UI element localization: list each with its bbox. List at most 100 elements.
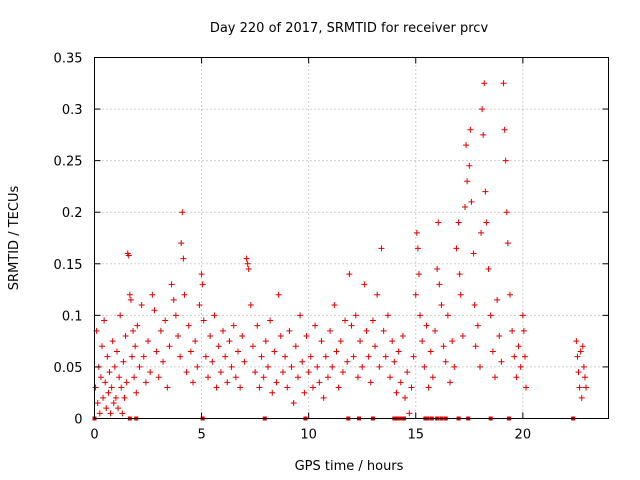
data-point (200, 317, 207, 324)
data-point (382, 353, 389, 360)
data-point (190, 379, 197, 386)
data-point (344, 358, 351, 365)
data-point (389, 338, 396, 345)
data-point (348, 322, 355, 329)
data-point (215, 343, 222, 350)
data-point (138, 302, 145, 309)
data-point (94, 400, 101, 407)
x-tick-label: 0 (90, 428, 98, 443)
plot-frame (94, 57, 609, 419)
data-point (436, 281, 443, 288)
data-point (172, 312, 179, 319)
data-point (305, 369, 312, 376)
data-point (350, 353, 357, 360)
data-point (271, 348, 278, 355)
data-point (244, 260, 251, 267)
data-point (205, 374, 212, 381)
data-point (434, 265, 441, 272)
y-tick-label: 0 (74, 413, 82, 428)
data-point (359, 363, 366, 370)
data-point (120, 358, 127, 365)
data-point (160, 358, 167, 365)
x-tick-label: 5 (197, 428, 205, 443)
data-point (463, 142, 470, 149)
data-point (491, 374, 498, 381)
data-point (361, 281, 368, 288)
data-point (583, 384, 590, 391)
data-point (399, 332, 406, 339)
data-point (404, 369, 411, 376)
data-point (145, 338, 152, 345)
data-point (337, 338, 344, 345)
data-point (111, 363, 118, 370)
data-point (125, 252, 132, 259)
data-point (412, 291, 419, 298)
data-point (179, 209, 186, 216)
data-point (122, 332, 129, 339)
data-point (519, 312, 526, 319)
data-point (118, 384, 125, 391)
data-point (320, 394, 327, 401)
data-point (151, 307, 158, 314)
data-point (419, 338, 426, 345)
grid-lines (94, 57, 609, 419)
data-point (517, 363, 524, 370)
data-point (477, 363, 483, 370)
data-point (217, 369, 224, 376)
data-point (226, 338, 233, 345)
data-point (423, 322, 430, 329)
data-point (580, 363, 587, 370)
data-point (103, 405, 110, 412)
data-point (303, 332, 310, 339)
data-point (185, 322, 192, 329)
data-point (478, 229, 485, 236)
data-point (413, 229, 420, 236)
data-point (301, 389, 308, 396)
data-point (573, 338, 580, 345)
data-point (487, 312, 494, 319)
data-point (249, 343, 256, 350)
data-point (230, 322, 237, 329)
data-point (502, 157, 509, 164)
x-axis-ticks: 0 5 10 15 20 (90, 57, 531, 443)
data-point (116, 374, 123, 381)
data-point (402, 394, 409, 401)
data-point (187, 348, 194, 355)
data-point (106, 369, 113, 376)
data-point (342, 317, 349, 324)
data-point (442, 358, 449, 365)
data-point (485, 265, 492, 272)
data-point (192, 338, 199, 345)
y-axis-label: SRMTID / TECUs (7, 186, 22, 291)
data-point (327, 327, 334, 334)
data-point (393, 389, 400, 396)
data-point (134, 322, 141, 329)
y-tick-label: 0.05 (54, 361, 83, 376)
data-point (500, 80, 507, 87)
y-tick-label: 0.2 (62, 206, 83, 221)
data-point (96, 410, 103, 417)
data-point (117, 312, 124, 319)
data-point (110, 400, 117, 407)
data-point (449, 338, 456, 345)
data-point (92, 384, 99, 391)
data-point (177, 353, 184, 360)
data-point (98, 343, 105, 350)
data-point (456, 271, 463, 278)
data-point (168, 281, 175, 288)
data-point (357, 338, 364, 345)
data-point (100, 394, 107, 401)
data-point (243, 255, 250, 262)
data-point (245, 265, 252, 272)
data-point (101, 317, 108, 324)
data-point (279, 369, 286, 376)
data-point (299, 358, 306, 365)
y-tick-label: 0.15 (54, 258, 83, 273)
data-point (468, 198, 475, 205)
data-point (314, 363, 321, 370)
data-point (578, 394, 585, 401)
data-point (147, 369, 154, 376)
data-point (102, 379, 109, 386)
data-point (178, 240, 185, 247)
